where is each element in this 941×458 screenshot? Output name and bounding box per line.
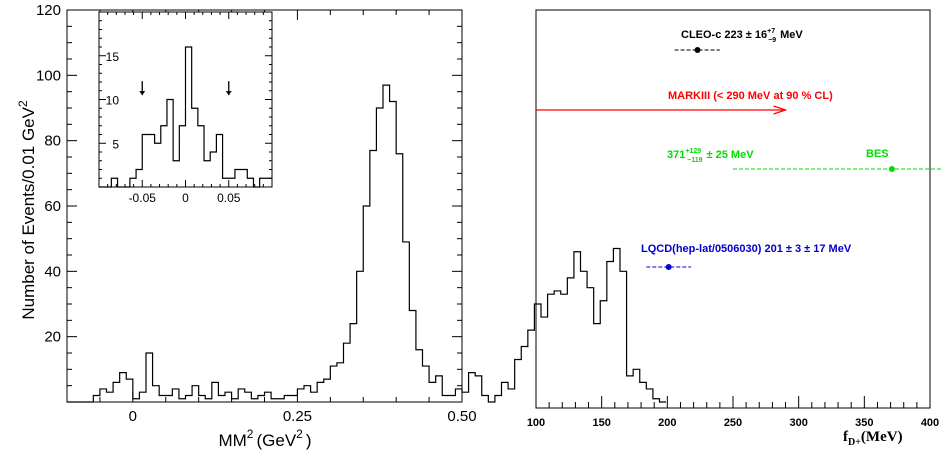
inset-panel: 5 10 15 -0.05 0 0.05 — [98, 11, 273, 205]
fd-frame — [535, 9, 931, 409]
cleo-c-point — [694, 47, 701, 53]
bes-point — [888, 166, 895, 172]
inset-x-tick-labels: -0.05 0 0.05 — [129, 191, 241, 205]
histogram-y-tick-label: 40 — [44, 263, 61, 280]
fd-x-tick-label: 400 — [921, 417, 939, 429]
fd-x-tick-label: 300 — [789, 417, 807, 429]
inset-x-tick-label: 0.05 — [217, 191, 241, 205]
inset-y-tick-label: 5 — [112, 137, 119, 151]
cleo-c-label-sup: +7 — [767, 28, 775, 35]
histogram-x-axis-title: MM2 (GeV2) — [218, 427, 311, 450]
fd-x-tick-labels: 100 150 200 250 300 350 400 — [527, 417, 939, 429]
histogram-y-tick-label: 120 — [36, 2, 61, 19]
histogram-x-axis-title-units: (GeV — [256, 431, 296, 450]
fd-x-tick-label: 350 — [855, 417, 873, 429]
bes-label: 371+129 −119 ± 25 MeV — [667, 148, 754, 164]
inset-y-tick-label: 15 — [106, 50, 120, 64]
fd-x-axis-title-units: (MeV) — [861, 429, 903, 445]
bes-measurement: 371+129 −119 ± 25 MeV BES — [667, 148, 941, 172]
histogram-y-tick-label: 60 — [44, 198, 61, 215]
histogram-y-tick-label: 20 — [44, 329, 61, 346]
inset-y-tick-labels: 5 10 15 — [106, 50, 120, 152]
histogram-x-axis-title-close: ) — [306, 431, 312, 450]
histogram-x-axis-title-mm: MM — [218, 431, 246, 450]
histogram-x-tick-label: 0.25 — [283, 408, 312, 425]
cleo-c-label-sub: −9 — [768, 37, 776, 44]
bes-label-main: 371 — [667, 149, 685, 161]
inset-x-tick-label: 0 — [182, 191, 189, 205]
histogram-y-axis-title-sup: 2 — [16, 100, 30, 107]
histogram-x-axis-title-sup2: 2 — [296, 427, 303, 441]
lqcd-measurement: LQCD(hep-lat/0506030) 201 ± 3 ± 17 MeV — [641, 243, 852, 270]
histogram-y-tick-labels: 20 40 60 80 100 120 — [36, 2, 61, 346]
inset-ticks — [99, 12, 272, 187]
histogram-y-tick-label: 80 — [44, 133, 61, 150]
fd-x-tick-label: 250 — [724, 417, 742, 429]
markiii-label: MARKIII (< 290 MeV at 90 % CL) — [668, 90, 833, 102]
inset-x-tick-label: -0.05 — [129, 191, 157, 205]
fd-comparison-panel: 100 150 200 250 300 350 400 CLEO-c 223 ± 16+7 −… — [527, 9, 941, 448]
bes-name-label: BES — [866, 148, 889, 160]
bes-label-rest: ± 25 MeV — [707, 149, 755, 161]
cleo-c-label: CLEO-c 223 ± 16+7 −9 MeV — [681, 28, 803, 44]
inset-y-tick-label: 10 — [106, 94, 120, 108]
markiii-arrow-head — [773, 105, 788, 115]
histogram-y-axis-title: Number of Events/0.01 GeV2 — [16, 100, 38, 320]
histogram-x-axis-title-sup1: 2 — [247, 427, 254, 441]
fd-ticks — [535, 396, 931, 408]
fd-x-tick-label: 200 — [658, 417, 676, 429]
inset-step-line — [99, 46, 272, 188]
fd-x-tick-label: 150 — [592, 417, 610, 429]
inset-cut-arrows — [139, 81, 232, 96]
fd-x-axis-title-f: f — [843, 429, 849, 445]
bes-label-sub: −119 — [687, 157, 702, 164]
cleo-c-label-text: CLEO-c 223 ± 16 — [681, 29, 767, 41]
fd-x-axis-title-sub: D+ — [848, 437, 861, 448]
markiii-upper-limit: MARKIII (< 290 MeV at 90 % CL) — [536, 90, 833, 115]
cleo-c-label-units: MeV — [780, 29, 803, 41]
inset-cut-arrow-head — [225, 91, 232, 96]
histogram-y-tick-label: 100 — [36, 67, 61, 84]
histogram-x-tick-label: 0 — [129, 408, 137, 425]
histogram-step-line — [67, 84, 667, 403]
lqcd-label: LQCD(hep-lat/0506030) 201 ± 3 ± 17 MeV — [641, 243, 852, 255]
bes-label-sup: +129 — [685, 148, 701, 155]
inset-cut-arrow-head — [139, 91, 146, 96]
histogram-y-axis-title-text: Number of Events/0.01 GeV — [19, 106, 38, 319]
fd-x-axis-title: fD+(MeV) — [843, 429, 903, 448]
histogram-x-tick-label: 0.50 — [447, 408, 476, 425]
histogram-x-tick-labels: 0 0.25 0.50 — [129, 408, 477, 425]
cleo-c-measurement: CLEO-c 223 ± 16+7 −9 MeV — [674, 28, 803, 53]
lqcd-point — [665, 264, 672, 270]
fd-x-tick-label: 100 — [527, 417, 545, 429]
